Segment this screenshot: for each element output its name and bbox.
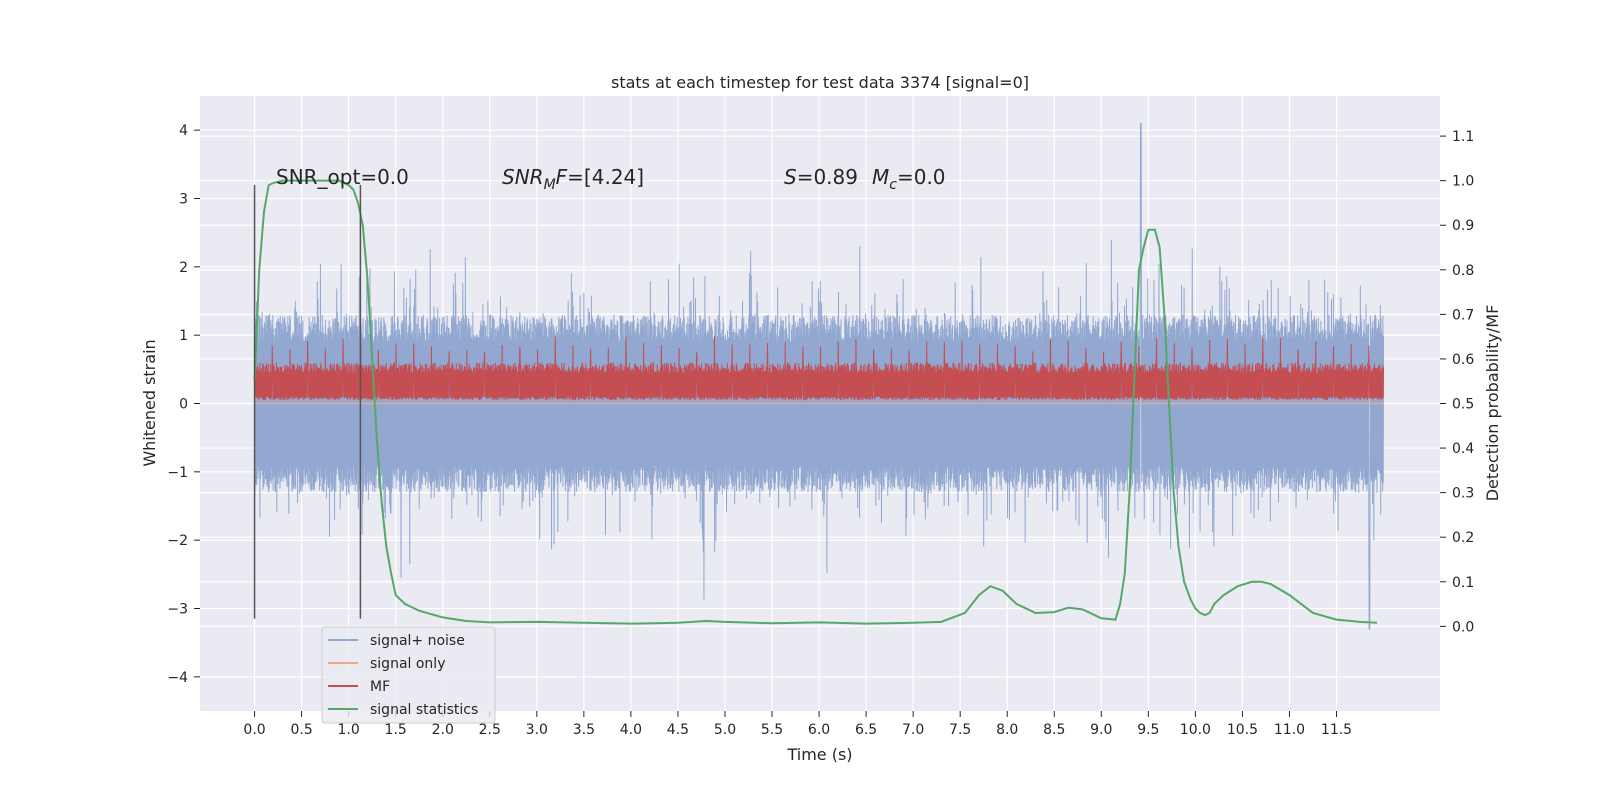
legend-box <box>321 626 496 724</box>
annotation-s-mc: S=0.89 Mc=0.0 <box>784 165 946 193</box>
y-tick-label: −3 <box>167 602 188 618</box>
y2-tick-label: 0.7 <box>1452 307 1474 323</box>
y2-tick-label: 0.9 <box>1452 218 1474 234</box>
x-tick-label: 10.0 <box>1180 722 1211 738</box>
x-tick-label: 11.0 <box>1274 722 1305 738</box>
x-tick-label: 1.0 <box>338 722 360 738</box>
y2-tick-label: 0.4 <box>1452 441 1474 457</box>
x-tick-label: 3.0 <box>526 722 548 738</box>
x-tick-label: 4.5 <box>667 722 689 738</box>
series-layer <box>253 122 1385 630</box>
x-tick-label: 8.5 <box>1043 722 1065 738</box>
x-tick-label: 0.5 <box>290 722 312 738</box>
x-tick-label: 10.5 <box>1227 722 1258 738</box>
y2-tick-label: 1.0 <box>1452 174 1474 190</box>
vertical-markers <box>253 184 362 619</box>
x-tick-label: 0.0 <box>243 722 265 738</box>
y2-tick-label: 0.5 <box>1452 397 1474 413</box>
y-tick-label: −4 <box>167 670 188 686</box>
x-tick-label: 4.0 <box>620 722 642 738</box>
y-axis-title: Whitened strain <box>140 339 159 466</box>
x-tick-label: 6.0 <box>808 722 830 738</box>
y-tick-label: −2 <box>167 533 188 549</box>
y2-tick-label: 0.3 <box>1452 486 1474 502</box>
y2-tick-label: 0.1 <box>1452 575 1474 591</box>
annotation-snr-mf: SNRMF=[4.24] <box>502 165 644 193</box>
y2-tick-label: 0.2 <box>1452 530 1474 546</box>
y2-tick-label: 1.1 <box>1452 129 1474 145</box>
legend-label-signal-only: signal only <box>370 656 445 672</box>
series-mf-line <box>254 335 1385 401</box>
y-tick-label: 2 <box>179 260 188 276</box>
y2-axis-title: Detection probability/MF <box>1483 305 1502 502</box>
x-tick-label: 5.5 <box>761 722 783 738</box>
x-tick-label: 3.5 <box>573 722 595 738</box>
series-signal-statistics-line <box>253 179 1378 625</box>
y-tick-label: −1 <box>167 465 188 481</box>
annotation-s-value: =0.89 <box>797 165 858 189</box>
legend-label-signal-noise: signal+ noise <box>370 633 465 649</box>
x-tick-label: 11.5 <box>1321 722 1352 738</box>
x-tick-label: 1.5 <box>385 722 407 738</box>
x-tick-label: 8.0 <box>996 722 1018 738</box>
legend-label-signal-statistics: signal statistics <box>370 702 478 718</box>
chart-title: stats at each timestep for test data 337… <box>611 73 1029 92</box>
y2-tick-label: 0.8 <box>1452 263 1474 279</box>
x-tick-label: 2.0 <box>432 722 454 738</box>
y-tick-label: 0 <box>179 397 188 413</box>
annotation-snr-opt: SNR_opt=0.0 <box>276 165 409 189</box>
x-tick-label: 6.5 <box>855 722 877 738</box>
x-tick-label: 9.0 <box>1090 722 1112 738</box>
annotation-mc-value: =0.0 <box>897 165 946 189</box>
y-tick-label: 4 <box>179 123 188 139</box>
x-tick-label: 5.0 <box>714 722 736 738</box>
x-tick-label: 9.5 <box>1137 722 1159 738</box>
y2-tick-label: 0.0 <box>1452 619 1474 635</box>
legend-label-mf: MF <box>370 679 390 695</box>
legend: signal+ noise signal only MF signal stat… <box>321 626 496 724</box>
x-tick-label: 7.5 <box>949 722 971 738</box>
x-tick-label: 7.0 <box>902 722 924 738</box>
y2-tick-label: 0.6 <box>1452 352 1474 368</box>
y-tick-label: 1 <box>179 328 188 344</box>
x-tick-label: 2.5 <box>479 722 501 738</box>
y-tick-label: 3 <box>179 192 188 208</box>
annotation-snr-mf-value: =[4.24] <box>567 165 644 189</box>
axes: 0.0 0.5 1.0 1.5 2.0 2.5 3.0 3.5 4.0 4.5 5.0 5.5 6.0 6… <box>167 123 1474 738</box>
series-signal-noise-line <box>254 122 1385 630</box>
x-axis-title: Time (s) <box>786 745 852 764</box>
